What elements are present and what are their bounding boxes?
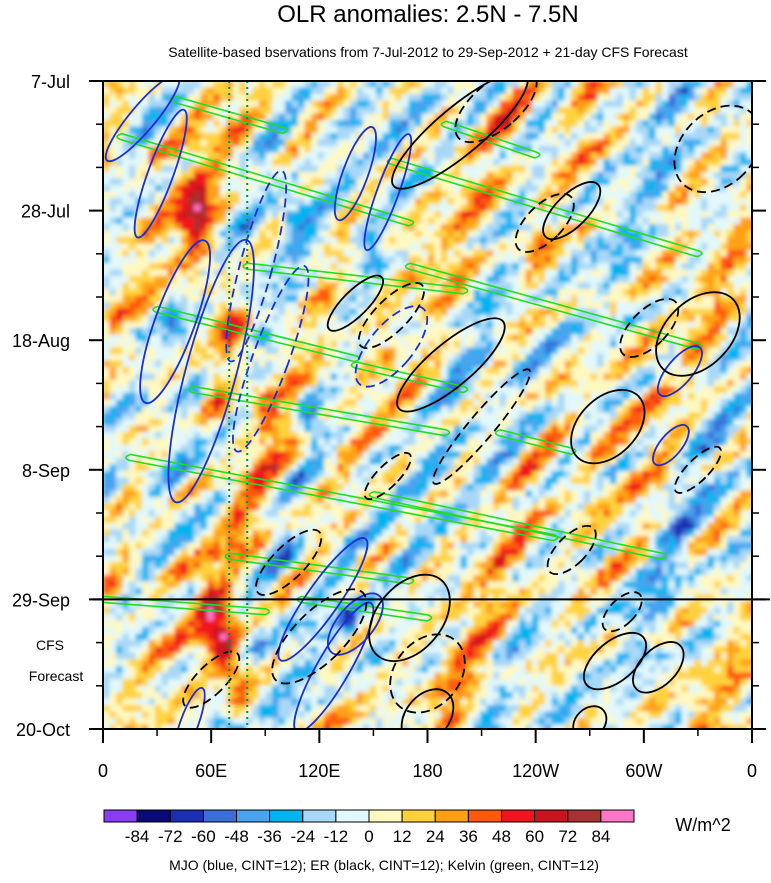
- x-tick-label: 120W: [512, 761, 559, 781]
- plot-area: [93, 56, 771, 761]
- y-tick-label: 20-Oct: [16, 720, 70, 740]
- colorbar-swatch: [502, 810, 535, 822]
- colorbar-label: -36: [257, 827, 282, 846]
- x-tick-label: 0: [747, 761, 757, 781]
- colorbar-label: 72: [558, 827, 577, 846]
- colorbar-label: 84: [591, 827, 610, 846]
- colorbar-swatch: [170, 810, 203, 822]
- x-tick-label: 120E: [298, 761, 340, 781]
- y-tick-label: 29-Sep: [12, 590, 70, 610]
- colorbar-label: -84: [125, 827, 150, 846]
- colorbar-swatch: [435, 810, 468, 822]
- x-tick-label: 0: [98, 761, 108, 781]
- y-tick-label: 8-Sep: [22, 461, 70, 481]
- colorbar-label: -12: [324, 827, 349, 846]
- colorbar-swatch: [568, 810, 601, 822]
- colorbar-label: 48: [492, 827, 511, 846]
- x-axis: 0 60E 120E 180 120W 60W 0: [98, 729, 757, 781]
- colorbar-swatch: [601, 810, 634, 822]
- colorbar-label: 36: [459, 827, 478, 846]
- colorbar-swatch: [203, 810, 236, 822]
- chart-subtitle: Satellite-based bservations from 7-Jul-2…: [168, 44, 688, 60]
- y-tick-label: 7-Jul: [31, 72, 70, 92]
- y-tick-label: 18-Aug: [12, 331, 70, 351]
- footer-legend: MJO (blue, CINT=12); ER (black, CINT=12)…: [169, 857, 599, 873]
- forecast-label-forecast: Forecast: [29, 668, 84, 684]
- colorbar-units: W/m^2: [675, 815, 730, 835]
- colorbar-label: -24: [291, 827, 316, 846]
- x-tick-label: 60W: [625, 761, 662, 781]
- x-tick-label: 180: [412, 761, 442, 781]
- forecast-label-cfs: CFS: [36, 637, 64, 653]
- colorbar-swatch: [137, 810, 170, 822]
- colorbar-label: 12: [393, 827, 412, 846]
- colorbar-label: -48: [224, 827, 249, 846]
- colorbar-label: -72: [158, 827, 183, 846]
- colorbar-swatch: [402, 810, 435, 822]
- colorbar-swatch: [468, 810, 501, 822]
- colorbar-swatch: [336, 810, 369, 822]
- colorbar-label: 60: [525, 827, 544, 846]
- y-tick-label: 28-Jul: [21, 202, 70, 222]
- colorbar-swatch: [270, 810, 303, 822]
- colorbar-label: 24: [426, 827, 445, 846]
- colorbar-swatch: [535, 810, 568, 822]
- colorbar-swatch: [369, 810, 402, 822]
- chart-title: OLR anomalies: 2.5N - 7.5N: [277, 1, 578, 28]
- x-tick-label: 60E: [195, 761, 227, 781]
- colorbar-label: -60: [191, 827, 216, 846]
- colorbar-swatch: [237, 810, 270, 822]
- colorbar: -84 -72 -60 -48 -36 -24 -12 0 12 24 36 48 60 72 84: [104, 810, 634, 846]
- colorbar-label: 0: [364, 827, 373, 846]
- colorbar-swatch: [104, 810, 137, 822]
- colorbar-swatch: [303, 810, 336, 822]
